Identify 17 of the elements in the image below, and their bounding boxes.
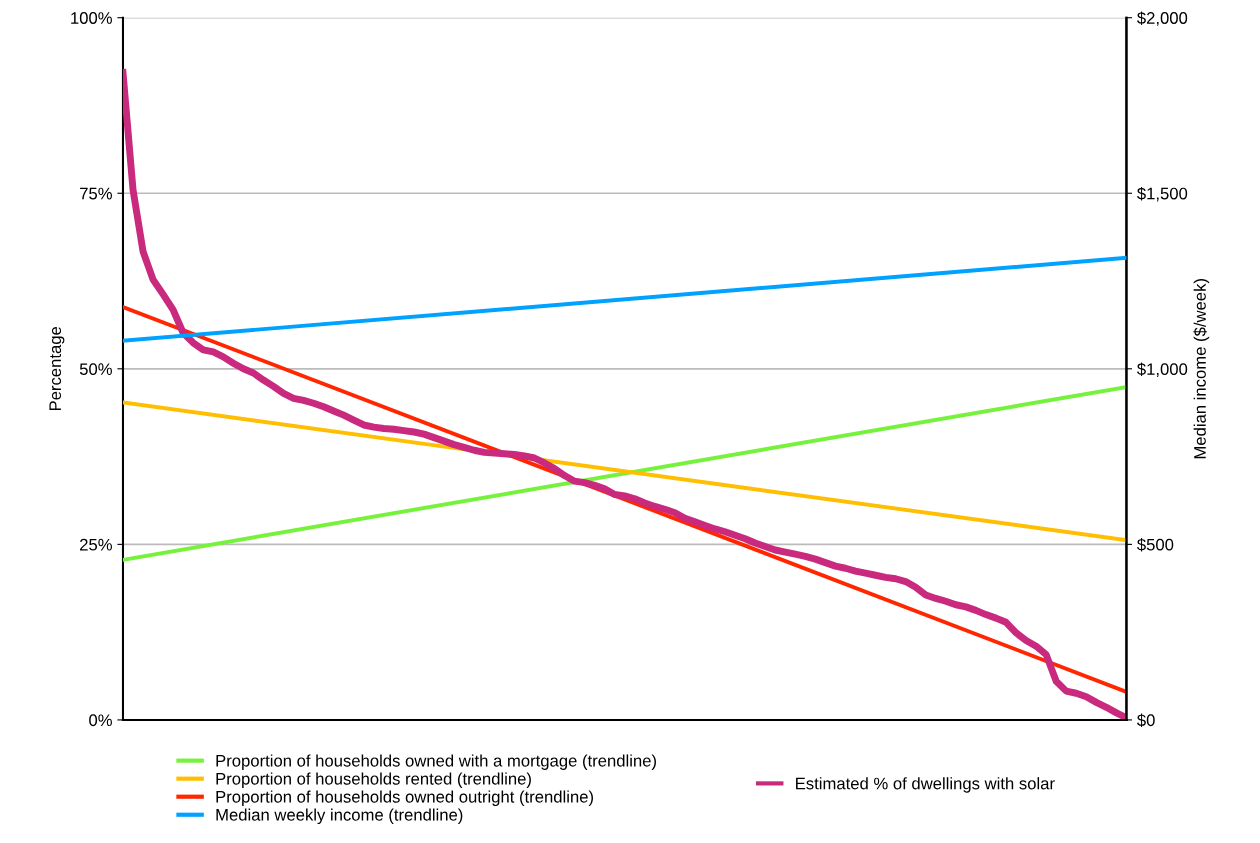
- y-tick-label: 50%: [79, 363, 112, 376]
- y2-tick-label: $2,000: [1137, 11, 1188, 26]
- legend-label: Proportion of households rented (trendline): [216, 772, 531, 788]
- legend-label: Proportion of households owned with a mortgage (trendline): [216, 754, 656, 770]
- legend-label: Median weekly income (trendline): [216, 808, 463, 825]
- legend-label: Estimated % of dwellings with solar: [796, 777, 1055, 793]
- y2-tick-label: $500: [1137, 538, 1174, 552]
- y2-tick-label: $1,500: [1137, 186, 1188, 202]
- y2-tick-label: $1,000: [1137, 362, 1188, 377]
- y-tick-label: 100%: [71, 12, 112, 24]
- y-tick-label: 0%: [89, 714, 112, 727]
- y-tick-label: 25%: [80, 538, 112, 551]
- y-tick-label: 75%: [80, 187, 112, 200]
- y2-axis-title: Median income ($/week): [1193, 279, 1210, 459]
- legend-label: Proportion of households owned outright (trendline): [216, 790, 593, 806]
- y2-tick-label: $0: [1137, 713, 1155, 728]
- y-axis-title: Percentage: [49, 326, 65, 411]
